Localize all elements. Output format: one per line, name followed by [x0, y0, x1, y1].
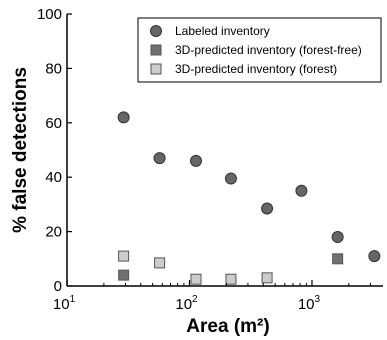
data-point-circle — [261, 202, 274, 215]
legend-box — [137, 17, 382, 83]
y-tick-label: 0 — [54, 278, 62, 295]
series-3 — [118, 250, 273, 285]
data-point-square — [261, 272, 273, 284]
data-point-circle — [189, 154, 202, 167]
y-tick-label: 80 — [45, 60, 62, 77]
data-point-square — [118, 269, 130, 281]
series-1 — [117, 111, 381, 263]
y-axis-title: % false detections — [10, 67, 31, 233]
y-tick-label: 20 — [45, 224, 62, 241]
legend-marker — [150, 25, 162, 37]
data-point-circle — [295, 184, 308, 197]
x-axis-title: Area (m²) — [186, 316, 269, 337]
legend-label: 3D-predicted inventory (forest-free) — [175, 43, 362, 57]
series-2 — [118, 253, 344, 281]
data-point-circle — [368, 250, 381, 263]
chart-marks — [117, 111, 381, 285]
data-point-square — [118, 250, 130, 262]
legend-label: Labeled inventory — [175, 24, 270, 38]
legend-label: 3D-predicted inventory (forest) — [175, 62, 337, 76]
data-point-circle — [153, 152, 166, 165]
data-point-circle — [117, 111, 130, 124]
x-tick-label: 103 — [298, 294, 321, 313]
legend-marker — [150, 44, 162, 56]
x-tick-label: 101 — [53, 294, 76, 313]
y-tick-label: 40 — [45, 169, 62, 186]
data-point-square — [225, 273, 237, 285]
chart-legend: Labeled inventory 3D-predicted inventory … — [137, 17, 382, 83]
data-point-circle — [224, 172, 237, 185]
data-point-square — [154, 257, 166, 269]
data-point-circle — [331, 231, 344, 244]
data-point-square — [190, 273, 202, 285]
x-tick-label: 102 — [175, 294, 198, 313]
y-tick-label: 100 — [37, 6, 62, 23]
chart-axes: 0 20 40 60 80 100 101 102 103 — [37, 6, 383, 313]
legend-marker — [150, 63, 162, 75]
y-tick-label: 60 — [45, 115, 62, 132]
data-point-square — [332, 253, 344, 265]
